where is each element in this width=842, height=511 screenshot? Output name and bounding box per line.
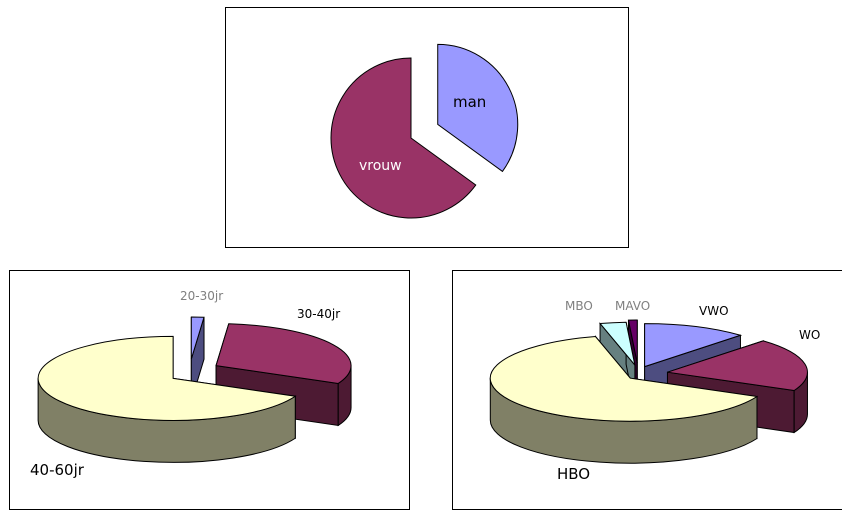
pie-slice-wo <box>667 340 808 392</box>
education-pie-chart-panel: VWO WO HBO MBO MAVO <box>452 270 842 510</box>
pie-slice-vrouw <box>330 57 477 219</box>
slice-label-mavo: MAVO <box>615 299 651 313</box>
age-pie-chart-panel: 20-30jr 30-40jr 40-60jr <box>9 270 410 510</box>
slice-label-wo: WO <box>799 328 821 342</box>
education-pie-chart-svg <box>489 319 808 464</box>
pie-slice-hbo <box>489 336 759 422</box>
slice-label-20-30jr: 20-30jr <box>180 289 224 303</box>
pie-slice-mavo <box>627 319 638 364</box>
pie-slice-20-30jr <box>190 316 205 360</box>
slice-label-30-40jr: 30-40jr <box>297 307 341 321</box>
gender-pie-chart-svg <box>330 43 519 219</box>
pie-slice-30-40jr <box>215 323 352 384</box>
slice-label-vrouw: vrouw <box>359 158 402 174</box>
pie-slice-mbo <box>599 321 636 366</box>
pie-slice-vwo <box>644 323 743 368</box>
pie-slice-man <box>437 43 519 173</box>
age-pie-chart-svg <box>37 316 352 463</box>
slice-label-vwo: VWO <box>699 304 729 318</box>
slice-label-hbo: HBO <box>557 465 591 483</box>
slice-label-man: man <box>453 93 487 111</box>
slice-label-mbo: MBO <box>565 299 593 313</box>
gender-pie-chart-panel: man vrouw <box>225 7 629 248</box>
pie-slice-40-60jr <box>37 335 297 421</box>
slice-label-40-60jr: 40-60jr <box>30 461 84 479</box>
